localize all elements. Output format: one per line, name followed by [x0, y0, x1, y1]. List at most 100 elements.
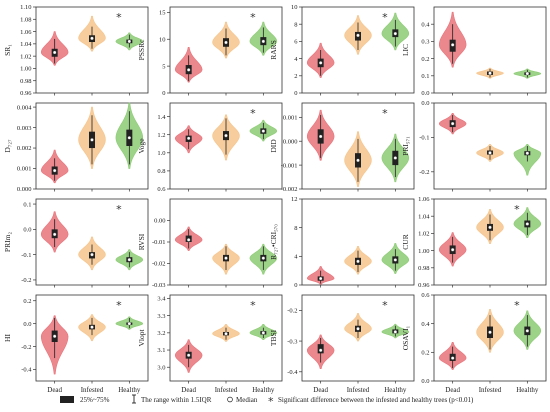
y-tick-label: 0.4	[421, 21, 430, 28]
y-tick-label: 0.0	[421, 378, 429, 385]
median-dot-dead	[186, 353, 191, 357]
y-axis-label: SR₁	[3, 44, 12, 56]
median-dot-healthy	[261, 39, 266, 44]
median-dot-healthy	[525, 71, 530, 76]
y-tick-label: 6	[294, 39, 298, 46]
median-dot-infested	[356, 259, 360, 264]
y-tick-label: 0.4	[421, 321, 430, 328]
y-tick-label: -0.1	[21, 252, 31, 259]
significance-star: *	[382, 299, 388, 312]
median-dot-infested	[356, 158, 360, 163]
y-tick-label: -0.4	[21, 367, 32, 374]
panel-4: 0.0 0.1 0.2 0.3 0.4 LIC	[401, 6, 547, 97]
y-tick-label: 8	[294, 225, 297, 232]
y-tick-label: 1.06	[20, 29, 32, 36]
y-tick-label: 0.2	[421, 56, 429, 63]
y-tick-label: 0.004	[17, 104, 32, 111]
y-tick-label: 0.8	[157, 168, 165, 175]
y-tick-label: 0.0	[421, 100, 429, 107]
y-axis-label: D₇₂₇	[3, 139, 12, 153]
panel-14: 3.0 3.1 3.2 3.3 3.4 Vlopt * Dead Infested Healthy	[137, 294, 283, 394]
y-tick-label: -0.2	[419, 169, 429, 176]
significance-star: *	[250, 107, 256, 120]
panel-13: -0.4 -0.2 0.0 0.2 HI * Dead Infested Healthy	[3, 294, 149, 394]
panel-11: 0 4 8 12 R₇₂₇•CRI₅₇₀	[269, 196, 415, 289]
x-category-label: Infested	[215, 386, 238, 394]
median-dot-healthy	[393, 31, 398, 36]
median-dot-healthy	[127, 257, 132, 262]
panel-9: -0.2 -0.1 0.0 0.1 PRIm₂ *	[3, 198, 149, 288]
y-tick-label: -0.01	[152, 239, 166, 246]
y-tick-label: 1.0	[157, 150, 165, 157]
y-tick-label: 0.2	[421, 350, 429, 357]
x-category-label: Healthy	[118, 386, 141, 394]
legend-significance-label: Significant difference between the infes…	[278, 396, 474, 404]
y-tick-label: 1.04	[20, 41, 32, 48]
y-tick-label: 0.000	[17, 186, 32, 193]
median-dot-infested	[90, 138, 94, 142]
x-category-label: Healthy	[252, 386, 275, 394]
y-tick-label: 3.4	[157, 296, 166, 303]
y-tick-label: 4	[294, 254, 298, 261]
median-dot-infested	[488, 151, 492, 155]
legend: 25%~75% The range within 1.5IQR Median * Sig…	[60, 394, 474, 408]
x-category-label: Infested	[347, 386, 370, 394]
median-dot-infested	[224, 133, 228, 138]
y-tick-label: 1.4	[157, 114, 166, 121]
y-axis-label: RVSI	[137, 233, 146, 250]
y-tick-label: 0	[162, 90, 165, 97]
y-axis-label: HI	[3, 334, 12, 342]
median-dot-healthy	[127, 39, 132, 44]
median-dot-infested	[356, 33, 360, 38]
y-tick-label: 0.2	[23, 298, 31, 305]
y-tick-label: -0.002	[281, 186, 298, 193]
y-axis-label: R₇₂₇•CRI₅₇₀	[269, 224, 278, 260]
significance-star: *	[250, 11, 256, 24]
y-tick-label: 10	[291, 4, 298, 11]
y-tick-label: 3.0	[157, 364, 165, 371]
y-axis-label: CUR	[401, 234, 410, 249]
median-dot-healthy	[261, 129, 266, 133]
x-category-label: Dead	[181, 386, 196, 394]
y-tick-label: 0.00	[154, 218, 165, 225]
x-category-label: Healthy	[384, 386, 407, 394]
median-dot-infested	[90, 325, 94, 329]
median-dot-dead	[450, 356, 455, 360]
median-dot-infested	[90, 252, 94, 257]
median-dot-dead	[318, 61, 323, 65]
median-dot-dead	[186, 136, 191, 141]
y-tick-label: 0.001	[283, 115, 298, 122]
median-dot-healthy	[127, 136, 132, 140]
median-dot-healthy	[393, 258, 398, 262]
y-tick-label: 3.3	[157, 313, 165, 320]
significance-star: *	[514, 299, 520, 312]
panel-8: -0.2 -0.1 0.0 PRI₅₇₁	[401, 100, 547, 192]
y-tick-label: 0.6	[421, 292, 430, 299]
median-dot-infested	[488, 330, 492, 335]
x-category-label: Infested	[81, 386, 104, 394]
y-tick-label: 0.003	[17, 125, 32, 132]
y-tick-label: 0.6	[157, 186, 166, 193]
median-dot-dead	[52, 334, 57, 339]
legend-median-label: Median	[236, 396, 258, 404]
y-axis-label: OSAVI₁	[401, 325, 410, 350]
y-tick-label: 0.0	[421, 90, 429, 97]
panel-2: 0 5 10 15 PSSRc *	[137, 6, 283, 97]
panel-5: 0.000 0.001 0.002 0.003 0.004 D₇₂₇	[3, 102, 149, 193]
y-tick-label: 0.96	[418, 282, 430, 289]
y-tick-label: 2	[294, 73, 297, 80]
median-dot-dead	[186, 68, 191, 72]
median-dot-infested	[488, 71, 492, 75]
median-dot-healthy	[525, 329, 530, 333]
significance-star: *	[116, 203, 122, 216]
median-dot-healthy	[127, 321, 132, 326]
legend-iqr-swatch	[60, 396, 74, 403]
significance-star: *	[116, 11, 122, 24]
y-axis-label: DID	[269, 139, 278, 153]
y-tick-label: 15	[159, 10, 166, 17]
median-dot-dead	[450, 43, 455, 47]
panel-15: -0.4 -0.3 -0.2 TBSI * Dead Infested Healthy	[269, 294, 415, 394]
legend-star: *	[268, 395, 274, 408]
legend-range-label: The range within 1.5IQR	[141, 396, 212, 404]
